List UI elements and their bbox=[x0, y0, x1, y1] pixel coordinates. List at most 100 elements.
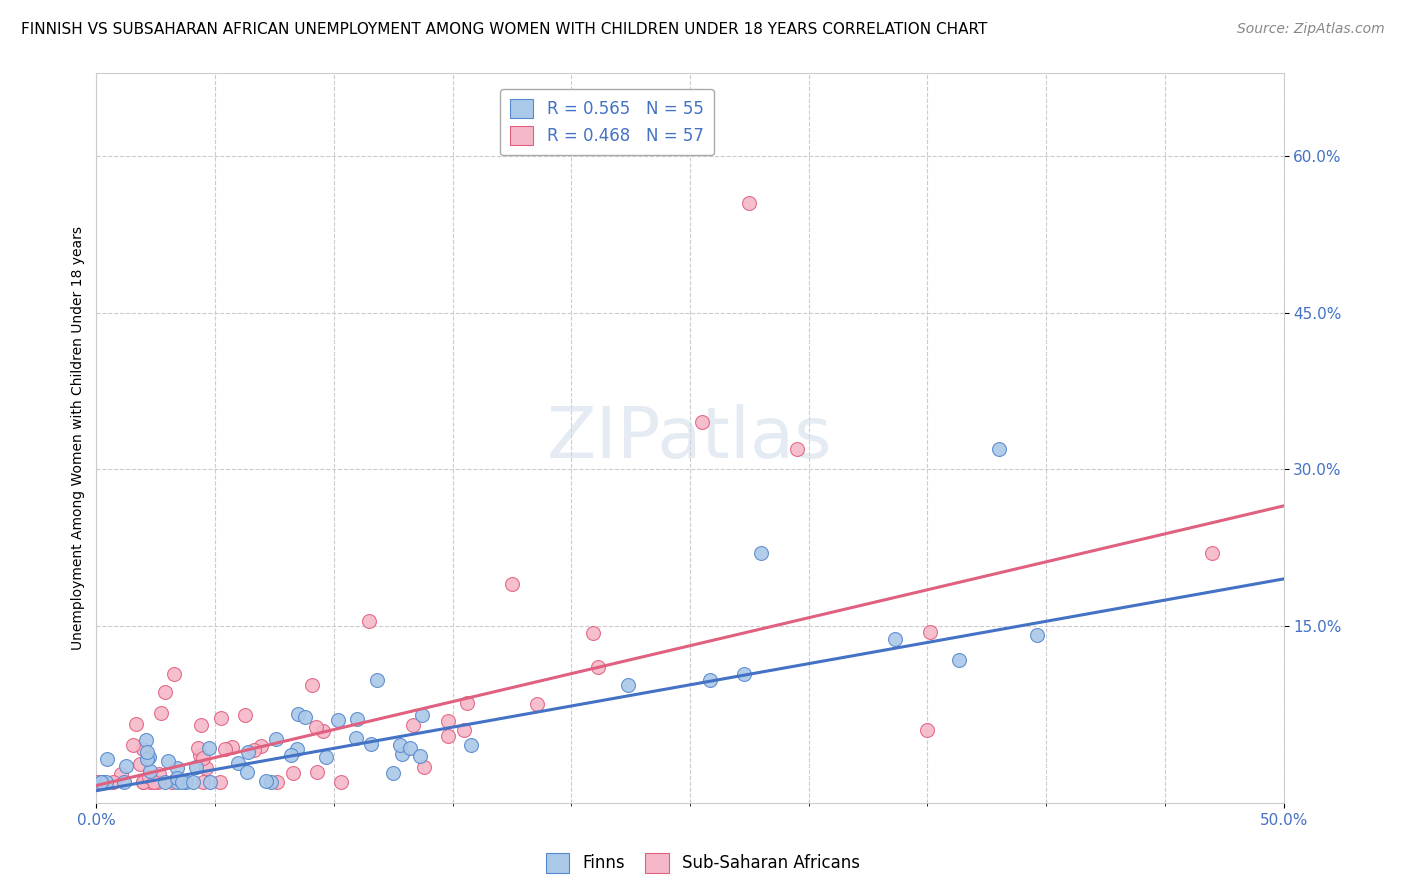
Point bbox=[690, 416, 713, 430]
Point bbox=[153, 685, 176, 699]
Point bbox=[236, 745, 259, 759]
Point bbox=[112, 775, 135, 789]
Point bbox=[305, 765, 328, 780]
Point bbox=[266, 775, 288, 789]
Point bbox=[294, 710, 316, 724]
Point bbox=[194, 762, 217, 776]
Point bbox=[190, 717, 212, 731]
Point bbox=[1201, 546, 1223, 560]
Point bbox=[191, 775, 214, 789]
Point bbox=[163, 667, 186, 681]
Text: Source: ZipAtlas.com: Source: ZipAtlas.com bbox=[1237, 22, 1385, 37]
Point bbox=[360, 737, 382, 751]
Point bbox=[409, 749, 432, 764]
Point bbox=[131, 741, 153, 756]
Point bbox=[187, 740, 209, 755]
Point bbox=[150, 706, 173, 721]
Point bbox=[153, 775, 176, 789]
Point bbox=[329, 775, 352, 789]
Point bbox=[91, 775, 114, 789]
Point bbox=[412, 760, 434, 774]
Point bbox=[456, 696, 478, 710]
Legend: R = 0.565   N = 55, R = 0.468   N = 57: R = 0.565 N = 55, R = 0.468 N = 57 bbox=[501, 88, 714, 155]
Point bbox=[136, 751, 159, 765]
Point bbox=[786, 442, 808, 456]
Point bbox=[135, 732, 157, 747]
Point bbox=[411, 708, 433, 723]
Point bbox=[260, 775, 283, 789]
Point bbox=[125, 716, 148, 731]
Point bbox=[749, 546, 772, 560]
Point bbox=[139, 775, 162, 789]
Point bbox=[948, 653, 970, 667]
Point bbox=[326, 713, 349, 727]
Point bbox=[148, 766, 170, 780]
Point bbox=[184, 760, 207, 774]
Point bbox=[166, 771, 188, 785]
Point bbox=[135, 745, 157, 759]
Point bbox=[399, 740, 422, 755]
Point bbox=[346, 712, 368, 726]
Point bbox=[917, 723, 939, 738]
Point bbox=[738, 196, 761, 211]
Text: FINNISH VS SUBSAHARAN AFRICAN UNEMPLOYMENT AMONG WOMEN WITH CHILDREN UNDER 18 YE: FINNISH VS SUBSAHARAN AFRICAN UNEMPLOYME… bbox=[21, 22, 987, 37]
Point bbox=[115, 759, 138, 773]
Point bbox=[209, 711, 232, 725]
Point bbox=[1025, 628, 1047, 642]
Point bbox=[301, 678, 323, 692]
Point bbox=[918, 625, 941, 640]
Point bbox=[214, 742, 236, 756]
Point bbox=[198, 740, 221, 755]
Point bbox=[266, 731, 288, 746]
Point bbox=[221, 739, 243, 754]
Point bbox=[526, 697, 548, 711]
Point bbox=[987, 442, 1010, 456]
Point bbox=[733, 667, 755, 681]
Point bbox=[582, 625, 605, 640]
Point bbox=[254, 773, 277, 788]
Point bbox=[121, 738, 143, 752]
Point bbox=[103, 775, 125, 789]
Point bbox=[617, 678, 640, 692]
Point bbox=[312, 724, 335, 739]
Point bbox=[391, 747, 413, 761]
Point bbox=[191, 751, 214, 765]
Point bbox=[170, 775, 193, 789]
Point bbox=[96, 752, 118, 766]
Point bbox=[460, 738, 482, 752]
Point bbox=[382, 766, 405, 780]
Point bbox=[401, 718, 423, 732]
Point bbox=[139, 764, 162, 779]
Point bbox=[166, 772, 188, 787]
Point bbox=[501, 577, 523, 591]
Point bbox=[437, 714, 460, 729]
Point bbox=[884, 632, 907, 646]
Point bbox=[94, 775, 117, 789]
Point bbox=[287, 706, 309, 721]
Point bbox=[699, 673, 721, 687]
Point bbox=[166, 775, 188, 789]
Point bbox=[138, 770, 160, 784]
Y-axis label: Unemployment Among Women with Children Under 18 years: Unemployment Among Women with Children U… bbox=[72, 226, 86, 650]
Point bbox=[110, 767, 132, 781]
Point bbox=[359, 614, 381, 628]
Point bbox=[280, 748, 302, 763]
Text: ZIPatlas: ZIPatlas bbox=[547, 403, 832, 473]
Point bbox=[86, 775, 108, 789]
Point bbox=[198, 775, 221, 789]
Point bbox=[226, 756, 249, 771]
Point bbox=[142, 775, 165, 789]
Point bbox=[233, 707, 256, 722]
Point bbox=[388, 738, 411, 752]
Point bbox=[243, 742, 266, 756]
Point bbox=[315, 750, 337, 764]
Point bbox=[250, 739, 273, 753]
Point bbox=[141, 775, 163, 789]
Point bbox=[146, 775, 169, 789]
Point bbox=[160, 775, 183, 789]
Point bbox=[283, 766, 305, 780]
Point bbox=[131, 775, 153, 789]
Point bbox=[132, 775, 155, 789]
Point bbox=[91, 775, 114, 789]
Point bbox=[437, 729, 460, 743]
